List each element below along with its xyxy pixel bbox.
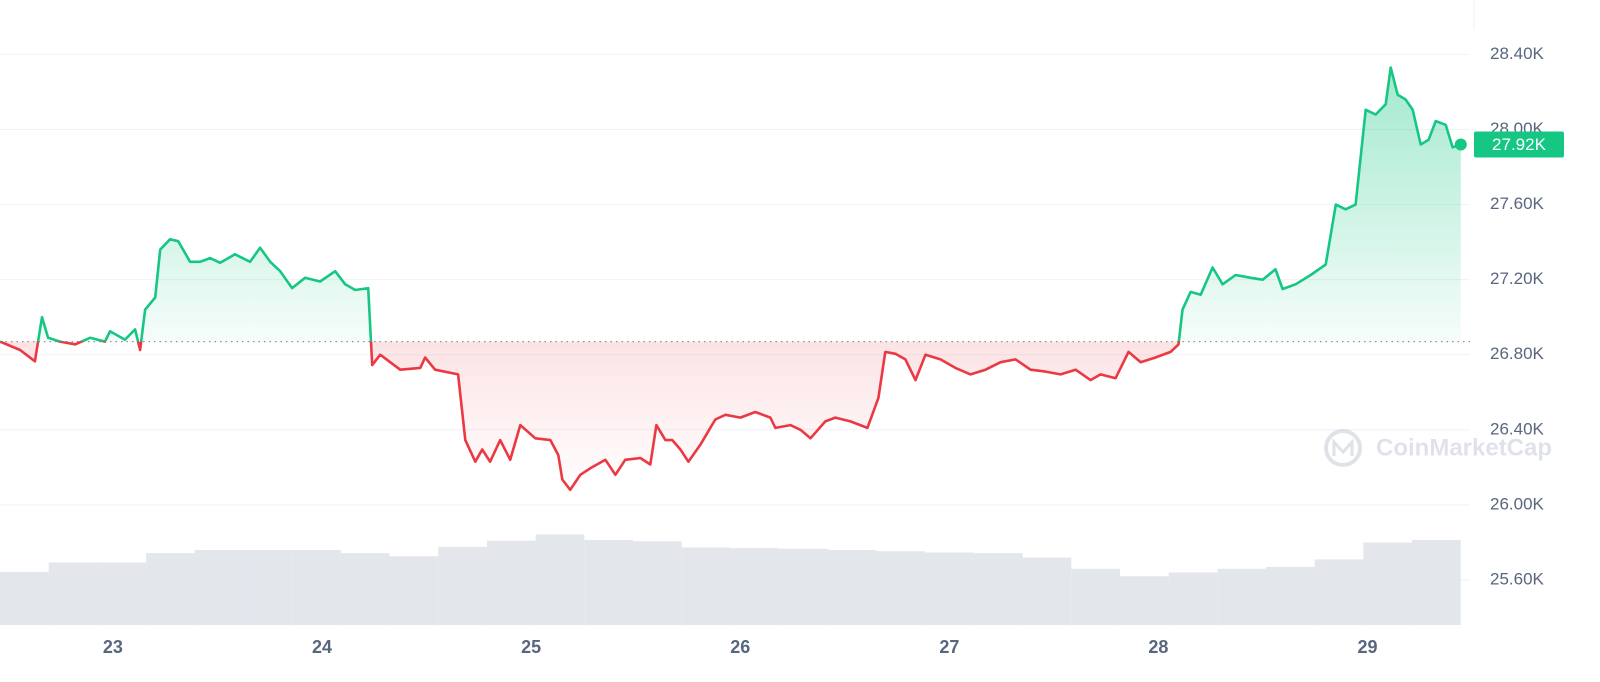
volume-bar (243, 550, 293, 625)
x-tick-label: 25 (521, 637, 541, 657)
volume-bar (97, 562, 147, 625)
volume-bar (1022, 557, 1072, 625)
volume-bar (730, 548, 780, 625)
y-tick-label: 26.40K (1490, 419, 1545, 438)
volume-bar (1314, 559, 1364, 625)
volume-bar (292, 550, 341, 625)
y-tick-label: 27.20K (1490, 269, 1545, 288)
volume-bar (1217, 568, 1267, 625)
y-tick-label: 25.60K (1490, 569, 1545, 588)
volume-bar (146, 553, 195, 625)
volume-bar (681, 547, 731, 625)
volume-bar (1363, 542, 1413, 625)
volume-bar (48, 562, 98, 625)
x-tick-label: 27 (939, 637, 959, 657)
volume-bar (389, 556, 439, 625)
volume-bar (486, 540, 536, 625)
current-price-dot (1454, 138, 1467, 151)
y-tick-label: 27.60K (1490, 194, 1545, 213)
volume-bar (438, 546, 487, 625)
price-line (0, 66, 1462, 492)
volume-bar (535, 534, 585, 625)
x-tick-label: 24 (312, 637, 332, 657)
x-tick-label: 23 (103, 637, 123, 657)
volume-bar (1168, 572, 1218, 625)
volume-bar (584, 540, 634, 625)
volume-bar (827, 550, 877, 625)
x-tick-label: 29 (1358, 637, 1378, 657)
volume-bar (1071, 568, 1120, 625)
watermark-text: CoinMarketCap (1376, 434, 1552, 461)
watermark: CoinMarketCap (1324, 429, 1552, 467)
y-tick-label: 26.00K (1490, 494, 1545, 513)
volume-bar (194, 550, 244, 625)
volume-bar (1412, 540, 1461, 625)
y-tick-label: 28.40K (1490, 44, 1545, 63)
current-price-label: 27.92K (1492, 135, 1547, 154)
volume-bar (340, 553, 390, 625)
volume-bar (633, 541, 682, 625)
volume-bar (876, 551, 926, 625)
volume-bar (779, 548, 828, 625)
watermark-logo-m (1332, 438, 1354, 456)
y-tick-label: 26.80K (1490, 344, 1545, 363)
volume-bar (1266, 566, 1315, 625)
watermark-logo (1324, 429, 1362, 467)
volume-bar (1119, 576, 1169, 625)
volume-bar (0, 571, 49, 625)
current-price-box (1474, 131, 1564, 158)
price-area (0, 67, 1461, 490)
x-tick-label: 28 (1148, 637, 1168, 657)
volume-bar (925, 552, 974, 625)
x-tick-label: 26 (730, 637, 750, 657)
volume-bar (973, 553, 1023, 625)
